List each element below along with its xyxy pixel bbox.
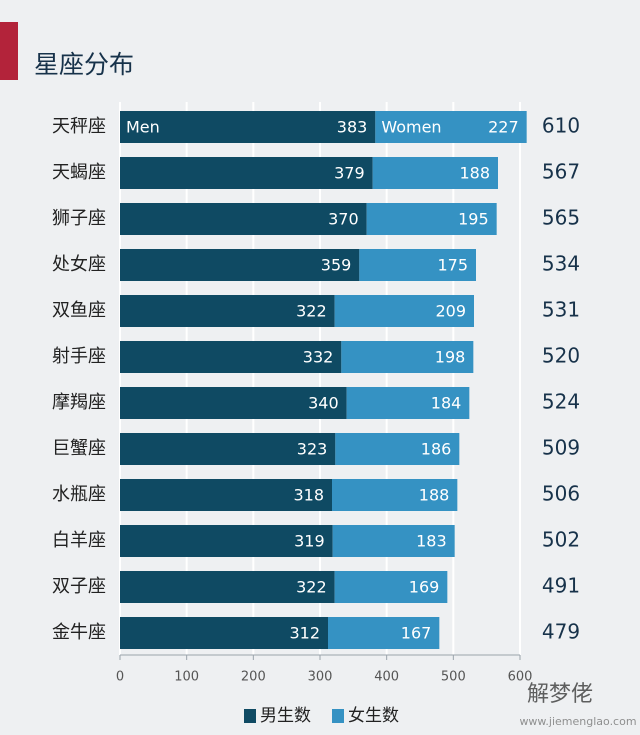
category-label: 巨蟹座 xyxy=(52,438,106,459)
total-label: 524 xyxy=(542,390,580,414)
value-label: 322 xyxy=(296,302,327,321)
value-label: 198 xyxy=(435,348,466,367)
category-label: 水瓶座 xyxy=(52,484,106,505)
bar-segment xyxy=(332,525,455,557)
value-label: 340 xyxy=(308,394,339,413)
legend-label: 男生数 xyxy=(260,706,311,726)
bar-segment xyxy=(346,387,470,419)
bar-segment xyxy=(372,157,498,189)
bar-segment xyxy=(120,433,336,465)
category-label: 白羊座 xyxy=(52,530,106,551)
watermark: www.jiemenglao.com xyxy=(519,715,636,728)
value-label: 370 xyxy=(328,210,359,229)
bar-segment xyxy=(120,157,373,189)
total-label: 565 xyxy=(542,206,580,230)
x-tick-label: 300 xyxy=(308,670,333,685)
value-label: 186 xyxy=(421,440,452,459)
x-tick-label: 400 xyxy=(374,670,399,685)
bar-segment xyxy=(120,387,347,419)
bar-segment xyxy=(120,341,342,373)
bar-segment xyxy=(120,571,335,603)
category-label: 狮子座 xyxy=(52,208,106,229)
x-tick-label: 600 xyxy=(508,670,533,685)
total-label: 520 xyxy=(542,344,580,368)
x-tick-label: 0 xyxy=(116,670,124,685)
category-label: 射手座 xyxy=(52,346,106,367)
legend-label: 女生数 xyxy=(348,706,399,726)
bar-segment xyxy=(328,617,440,649)
bar-segment xyxy=(120,295,335,327)
value-label: 209 xyxy=(435,302,466,321)
series-annotation: Women xyxy=(381,118,441,137)
value-label: 359 xyxy=(321,256,352,275)
title-accent xyxy=(0,22,18,80)
total-label: 506 xyxy=(542,482,580,506)
category-label: 摩羯座 xyxy=(52,392,106,413)
bar-segment xyxy=(120,249,360,281)
legend-swatch xyxy=(332,709,344,723)
total-label: 610 xyxy=(542,114,580,138)
category-label: 金牛座 xyxy=(52,622,106,643)
bar-segment xyxy=(366,203,497,235)
value-label: 227 xyxy=(488,118,519,137)
value-label: 323 xyxy=(297,440,328,459)
bar-segment xyxy=(332,479,458,511)
value-label: 318 xyxy=(293,486,324,505)
value-label: 195 xyxy=(458,210,489,229)
x-tick-label: 100 xyxy=(174,670,199,685)
total-label: 509 xyxy=(542,436,580,460)
value-label: 332 xyxy=(303,348,334,367)
total-label: 491 xyxy=(542,574,580,598)
bar-segment xyxy=(120,617,328,649)
value-label: 167 xyxy=(401,624,432,643)
value-label: 383 xyxy=(337,118,368,137)
category-label: 双鱼座 xyxy=(52,300,106,321)
value-label: 169 xyxy=(409,578,440,597)
x-tick-label: 200 xyxy=(241,670,266,685)
value-label: 322 xyxy=(296,578,327,597)
bar-segment xyxy=(334,571,448,603)
bar-segment xyxy=(359,249,476,281)
legend-swatch xyxy=(244,709,256,723)
value-label: 319 xyxy=(294,532,325,551)
value-label: 184 xyxy=(431,394,462,413)
bar-segment xyxy=(120,479,332,511)
value-label: 379 xyxy=(334,164,365,183)
chart-title: 星座分布 xyxy=(34,50,134,79)
bar-segment xyxy=(334,295,474,327)
bar-segment xyxy=(341,341,474,373)
value-label: 175 xyxy=(437,256,468,275)
x-tick-label: 500 xyxy=(441,670,466,685)
total-label: 479 xyxy=(542,620,580,644)
bar-segment xyxy=(375,111,527,143)
category-label: 天蝎座 xyxy=(52,162,106,183)
category-label: 天秤座 xyxy=(52,116,106,137)
bar-segment xyxy=(335,433,460,465)
value-label: 312 xyxy=(289,624,320,643)
value-label: 188 xyxy=(459,164,490,183)
category-label: 处女座 xyxy=(52,254,106,275)
total-label: 534 xyxy=(542,252,580,276)
total-label: 502 xyxy=(542,528,580,552)
bar-segment xyxy=(120,525,333,557)
series-annotation: Men xyxy=(126,118,160,137)
value-label: 188 xyxy=(419,486,450,505)
total-label: 531 xyxy=(542,298,580,322)
value-label: 183 xyxy=(416,532,447,551)
bar-segment xyxy=(120,111,376,143)
category-label: 双子座 xyxy=(52,576,106,597)
total-label: 567 xyxy=(542,160,580,184)
watermark: 解梦佬 xyxy=(527,682,593,707)
bar-segment xyxy=(120,203,367,235)
